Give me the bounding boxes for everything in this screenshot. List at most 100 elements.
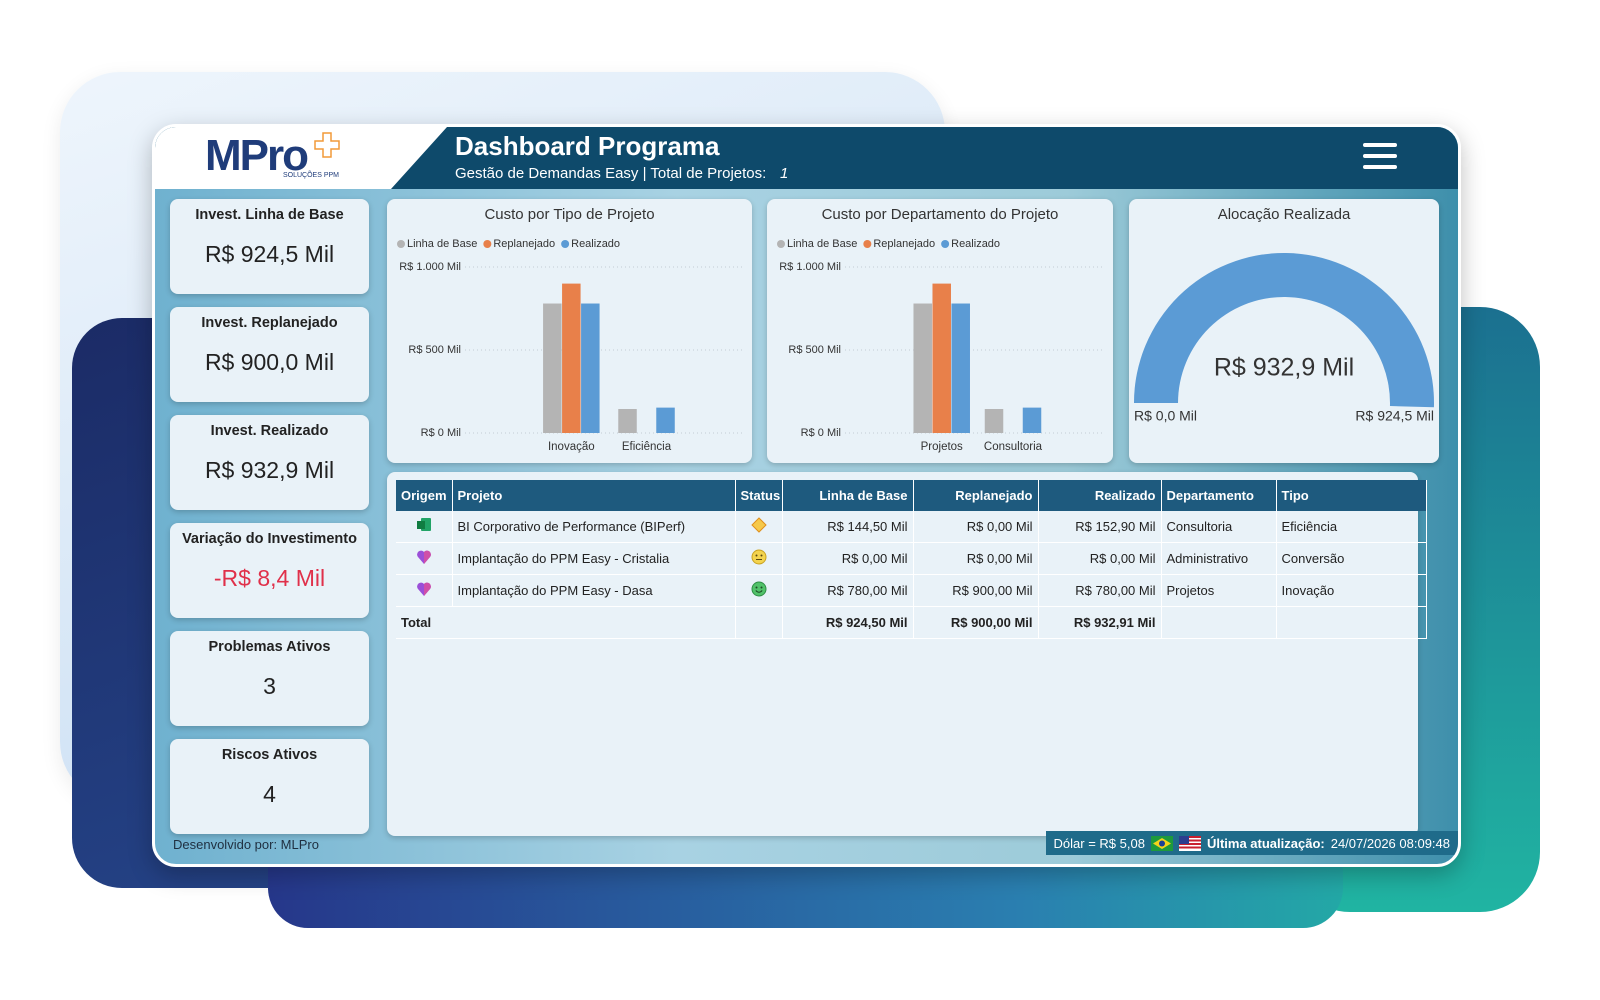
kpi-label: Invest. Linha de Base [195, 207, 344, 223]
icon-part [760, 554, 762, 557]
logo-area [155, 127, 447, 189]
flag-part [1178, 835, 1189, 844]
footer-status: Dólar = R$ 5,08 Última atualização: 24/0… [1045, 831, 1458, 855]
cell: R$ 0,00 Mil [913, 542, 1039, 575]
table-header: Origem Projeto Status Linha de Base Repl… [396, 480, 1427, 511]
dollar-rate: Dólar = R$ 5,08 [1053, 835, 1145, 851]
icon-part [755, 554, 757, 557]
gauge-min: R$ 0,0 Mil [1134, 408, 1197, 424]
legend-marker [397, 240, 405, 248]
logo-cross [314, 132, 340, 158]
update-value: 24/07/2026 08:09:48 [1330, 835, 1450, 851]
origin-icon [396, 511, 453, 543]
y-tick-label: R$ 1.000 Mil [399, 261, 461, 273]
bar [543, 303, 562, 433]
column-header[interactable]: Status [735, 480, 783, 511]
legend-label: Linha de Base [407, 238, 477, 250]
developer-credit: Desenvolvido por: MLPro [173, 837, 319, 852]
legend-marker [941, 240, 950, 248]
cell: Inovação [1276, 574, 1427, 607]
excel-icon [416, 518, 431, 531]
x-tick-label: Consultoria [984, 441, 1043, 453]
table-row[interactable]: BI Corporativo de Performance (BIPerf) R… [396, 511, 1427, 543]
cell: R$ 0,00 Mil [782, 542, 914, 575]
bar [932, 283, 951, 433]
cell: R$ 0,00 Mil [1038, 542, 1162, 575]
legend-label: Realizado [951, 238, 1000, 250]
table-row[interactable]: Implantação do PPM Easy - Dasa R$ 780,00… [396, 574, 1427, 607]
kpi-card: Invest. Realizado R$ 932,9 Mil [170, 415, 369, 510]
cell: R$ 780,00 Mil [782, 574, 914, 607]
menu-bar [1363, 143, 1397, 147]
icon-part [760, 586, 762, 589]
column-header[interactable]: Realizado [1038, 480, 1162, 511]
column-header[interactable]: Projeto [452, 480, 736, 511]
origin-icon [396, 574, 453, 607]
kpi-card: Riscos Ativos 4 [170, 739, 369, 834]
ppm-icon [416, 582, 431, 596]
legend-marker [863, 240, 872, 248]
gauge-value [1134, 253, 1434, 408]
title: Dashboard Programa [455, 131, 720, 161]
bar [1022, 407, 1042, 433]
kpi-label: Invest. Realizado [210, 423, 329, 439]
kpi-label: Riscos Ativos [221, 747, 318, 763]
legend-marker [483, 240, 492, 248]
column-header[interactable]: Departamento [1161, 480, 1277, 511]
icon-part [423, 582, 431, 596]
flag-us[interactable] [1178, 835, 1201, 851]
x-tick-label: Projetos [921, 441, 963, 453]
cell: Conversão [1276, 542, 1427, 575]
legend-marker [777, 240, 785, 248]
cell: Eficiência [1276, 511, 1427, 543]
menu-button[interactable] [1363, 143, 1397, 171]
table-row[interactable]: Implantação do PPM Easy - Cristalia R$ 0… [396, 542, 1427, 575]
cell: R$ 144,50 Mil [782, 511, 914, 543]
icon-part [416, 521, 425, 529]
y-tick-label: R$ 1.000 Mil [779, 261, 841, 273]
gauge-chart: Alocação Realizada R$ 932,9 Mil R$ 0,0 Mil… [1129, 199, 1439, 463]
bar [951, 303, 970, 433]
dashboard: MPro SOLUÇÕES PPM Dashboard Programa Ges… [152, 124, 1461, 867]
kpi-value: R$ 932,9 Mil [204, 457, 335, 483]
total-cell: R$ 924,50 Mil [782, 606, 914, 639]
gauge-max: R$ 924,5 Mil [1355, 408, 1434, 424]
icon-part [423, 550, 431, 564]
kpi-label: Problemas Ativos [208, 639, 331, 655]
column-header[interactable]: Tipo [1276, 480, 1427, 511]
cell: R$ 900,00 Mil [913, 574, 1039, 607]
bar [984, 409, 1004, 433]
total-cell: R$ 932,91 Mil [1038, 606, 1162, 639]
x-tick-label: Eficiência [622, 441, 672, 453]
project-count: 1 [780, 165, 789, 182]
bar [562, 283, 581, 433]
status-face [751, 581, 766, 597]
update-label: Última atualização: [1206, 835, 1325, 851]
column-header[interactable]: Replanejado [913, 480, 1039, 511]
cell: Administrativo [1161, 542, 1277, 575]
column-header[interactable]: Linha de Base [782, 480, 914, 511]
cell [735, 606, 783, 639]
flag-part [1178, 835, 1201, 848]
total-cell: R$ 900,00 Mil [913, 606, 1039, 639]
kpi-card: Invest. Linha de Base R$ 924,5 Mil [170, 199, 369, 294]
logo-subtitle: SOLUÇÕES PPM [283, 172, 340, 179]
y-tick-label: R$ 500 Mil [408, 344, 461, 356]
legend-label: Realizado [571, 238, 620, 250]
chart-title: Custo por Departamento do Projeto [822, 206, 1059, 223]
bar [656, 407, 675, 433]
cell: Projetos [1161, 574, 1277, 607]
cell: Consultoria [1161, 511, 1277, 543]
icon-part [751, 581, 766, 597]
column-header[interactable]: Origem [396, 480, 453, 511]
status-icon [735, 542, 783, 575]
y-tick-label: R$ 0 Mil [801, 427, 841, 439]
status-face [751, 549, 766, 565]
kpi-value: R$ 924,5 Mil [204, 241, 335, 267]
gauge-label: R$ 932,9 Mil [1214, 354, 1354, 382]
origin-icon [396, 542, 453, 575]
legend-label: Linha de Base [787, 238, 857, 250]
flag-br[interactable] [1150, 835, 1173, 851]
